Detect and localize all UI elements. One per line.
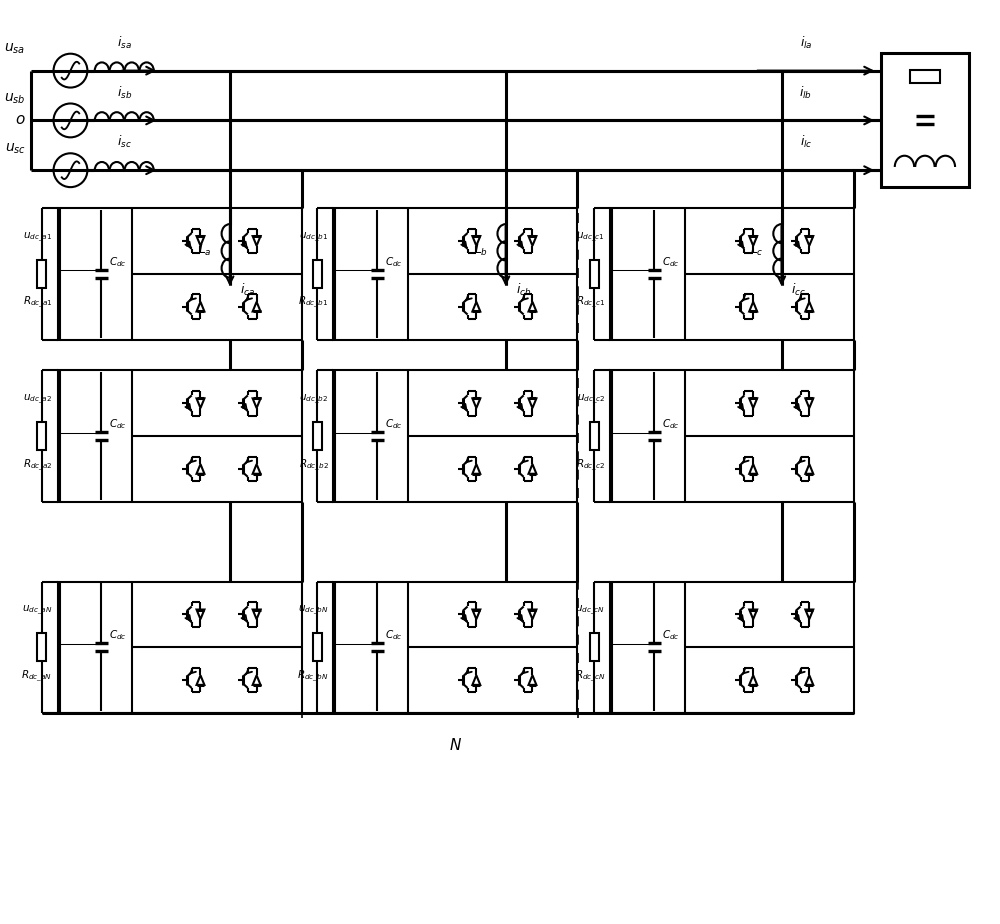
- Bar: [610, 208, 854, 339]
- Text: $R_{dc\_bN}$: $R_{dc\_bN}$: [297, 669, 328, 684]
- Text: $C_{dc}$: $C_{dc}$: [662, 418, 680, 432]
- Text: $C_{dc}$: $C_{dc}$: [662, 255, 680, 269]
- Bar: [58, 581, 302, 713]
- Text: $u_{sc}$: $u_{sc}$: [5, 141, 26, 155]
- Bar: [881, 53, 969, 188]
- Text: $u_{dc\_c1}$: $u_{dc\_c1}$: [576, 230, 605, 244]
- Text: $u_{sa}$: $u_{sa}$: [4, 42, 26, 56]
- Text: $i_{cb}$: $i_{cb}$: [516, 282, 531, 298]
- Bar: [313, 422, 322, 450]
- Bar: [313, 260, 322, 287]
- Bar: [333, 581, 577, 713]
- Text: $C_{dc}$: $C_{dc}$: [385, 628, 403, 642]
- Text: $L_a$: $L_a$: [198, 243, 212, 259]
- Bar: [37, 422, 46, 450]
- Text: $C_{dc}$: $C_{dc}$: [385, 418, 403, 432]
- Text: $R_{dc\_a1}$: $R_{dc\_a1}$: [23, 295, 53, 310]
- Text: $L_c$: $L_c$: [750, 243, 764, 259]
- Text: $u_{dc\_b1}$: $u_{dc\_b1}$: [299, 230, 328, 244]
- Bar: [590, 260, 599, 287]
- Text: $R_{dc\_c1}$: $R_{dc\_c1}$: [576, 295, 605, 310]
- Text: $i_{sc}$: $i_{sc}$: [117, 134, 132, 151]
- Text: $i_{ca}$: $i_{ca}$: [240, 282, 255, 298]
- Text: $i_{la}$: $i_{la}$: [800, 34, 812, 51]
- Text: $u_{dc\_bN}$: $u_{dc\_bN}$: [298, 603, 328, 617]
- Text: $R_{dc\_cN}$: $R_{dc\_cN}$: [575, 669, 605, 684]
- Bar: [333, 371, 577, 502]
- Bar: [333, 208, 577, 339]
- Text: $R_{dc\_a2}$: $R_{dc\_a2}$: [23, 457, 53, 473]
- Text: $R_{dc\_c2}$: $R_{dc\_c2}$: [576, 457, 605, 473]
- Text: $R_{dc\_aN}$: $R_{dc\_aN}$: [21, 669, 53, 684]
- Text: $u_{sb}$: $u_{sb}$: [4, 91, 26, 105]
- Text: $u_{dc\_b2}$: $u_{dc\_b2}$: [299, 393, 328, 406]
- Text: $o$: $o$: [15, 114, 26, 128]
- Text: $C_{dc}$: $C_{dc}$: [385, 255, 403, 269]
- Text: $u_{dc\_cN}$: $u_{dc\_cN}$: [575, 603, 605, 617]
- Bar: [37, 260, 46, 287]
- Text: $C_{dc}$: $C_{dc}$: [662, 628, 680, 642]
- Bar: [58, 371, 302, 502]
- Text: $N$: $N$: [449, 736, 462, 753]
- Bar: [610, 581, 854, 713]
- Text: $C_{dc}$: $C_{dc}$: [109, 628, 127, 642]
- Text: $i_{cc}$: $i_{cc}$: [791, 282, 806, 298]
- Text: $i_{sb}$: $i_{sb}$: [117, 84, 132, 101]
- Bar: [37, 633, 46, 662]
- Text: $L_b$: $L_b$: [474, 243, 488, 259]
- Text: $u_{dc\_a1}$: $u_{dc\_a1}$: [23, 230, 53, 244]
- Text: $C_{dc}$: $C_{dc}$: [109, 418, 127, 432]
- Bar: [610, 371, 854, 502]
- Text: $C_{dc}$: $C_{dc}$: [109, 255, 127, 269]
- Text: $u_{dc\_aN}$: $u_{dc\_aN}$: [22, 603, 53, 617]
- Text: $u_{dc\_c2}$: $u_{dc\_c2}$: [577, 393, 605, 406]
- Bar: [313, 633, 322, 662]
- Bar: [590, 633, 599, 662]
- Bar: [590, 422, 599, 450]
- Bar: [910, 70, 940, 83]
- Text: $R_{dc\_b2}$: $R_{dc\_b2}$: [299, 457, 328, 473]
- Text: $R_{dc\_b1}$: $R_{dc\_b1}$: [298, 295, 328, 310]
- Text: $u_{dc\_a2}$: $u_{dc\_a2}$: [23, 393, 53, 406]
- Text: $i_{sa}$: $i_{sa}$: [117, 34, 132, 51]
- Text: $i_{lc}$: $i_{lc}$: [800, 134, 812, 151]
- Text: $i_{lb}$: $i_{lb}$: [799, 84, 812, 101]
- Bar: [58, 208, 302, 339]
